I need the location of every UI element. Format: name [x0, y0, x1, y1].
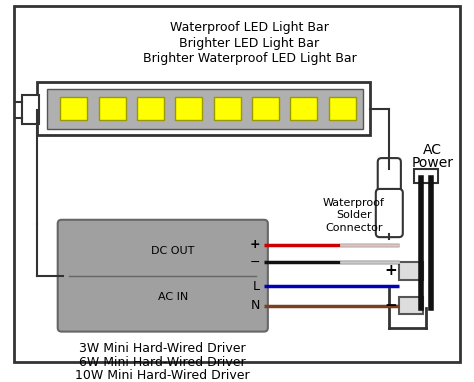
Bar: [399, 297, 423, 314]
Text: +: +: [384, 263, 397, 278]
Text: DC OUT: DC OUT: [151, 246, 195, 256]
Text: Waterproof LED Light Bar: Waterproof LED Light Bar: [170, 21, 329, 34]
Text: AC IN: AC IN: [158, 292, 188, 302]
FancyBboxPatch shape: [58, 220, 268, 332]
FancyBboxPatch shape: [376, 189, 403, 237]
Bar: [175, 97, 202, 120]
Text: 10W Mini Hard-Wired Driver: 10W Mini Hard-Wired Driver: [75, 369, 250, 382]
Text: −: −: [250, 256, 260, 269]
Bar: [214, 97, 241, 120]
Bar: [47, 89, 363, 129]
Text: Brighter Waterproof LED Light Bar: Brighter Waterproof LED Light Bar: [143, 52, 356, 65]
Bar: [328, 97, 356, 120]
Text: Brighter LED Light Bar: Brighter LED Light Bar: [180, 37, 319, 50]
Text: 6W Mini Hard-Wired Driver: 6W Mini Hard-Wired Driver: [80, 356, 246, 369]
Bar: [291, 97, 318, 120]
Text: N: N: [251, 299, 260, 312]
Bar: [22, 96, 39, 125]
FancyBboxPatch shape: [378, 158, 401, 193]
Text: −: −: [384, 298, 397, 313]
Text: L: L: [253, 280, 260, 293]
Text: Waterproof: Waterproof: [323, 197, 384, 207]
Text: AC: AC: [423, 142, 442, 157]
Text: 3W Mini Hard-Wired Driver: 3W Mini Hard-Wired Driver: [80, 342, 246, 355]
Bar: [99, 97, 126, 120]
Text: Power: Power: [412, 156, 454, 170]
Bar: [414, 169, 438, 183]
Bar: [61, 97, 88, 120]
Bar: [399, 262, 423, 280]
Bar: [137, 97, 164, 120]
Text: Connector: Connector: [325, 223, 383, 233]
Bar: [37, 82, 370, 135]
Text: +: +: [249, 238, 260, 251]
Bar: [252, 97, 279, 120]
Text: Solder: Solder: [336, 210, 372, 220]
